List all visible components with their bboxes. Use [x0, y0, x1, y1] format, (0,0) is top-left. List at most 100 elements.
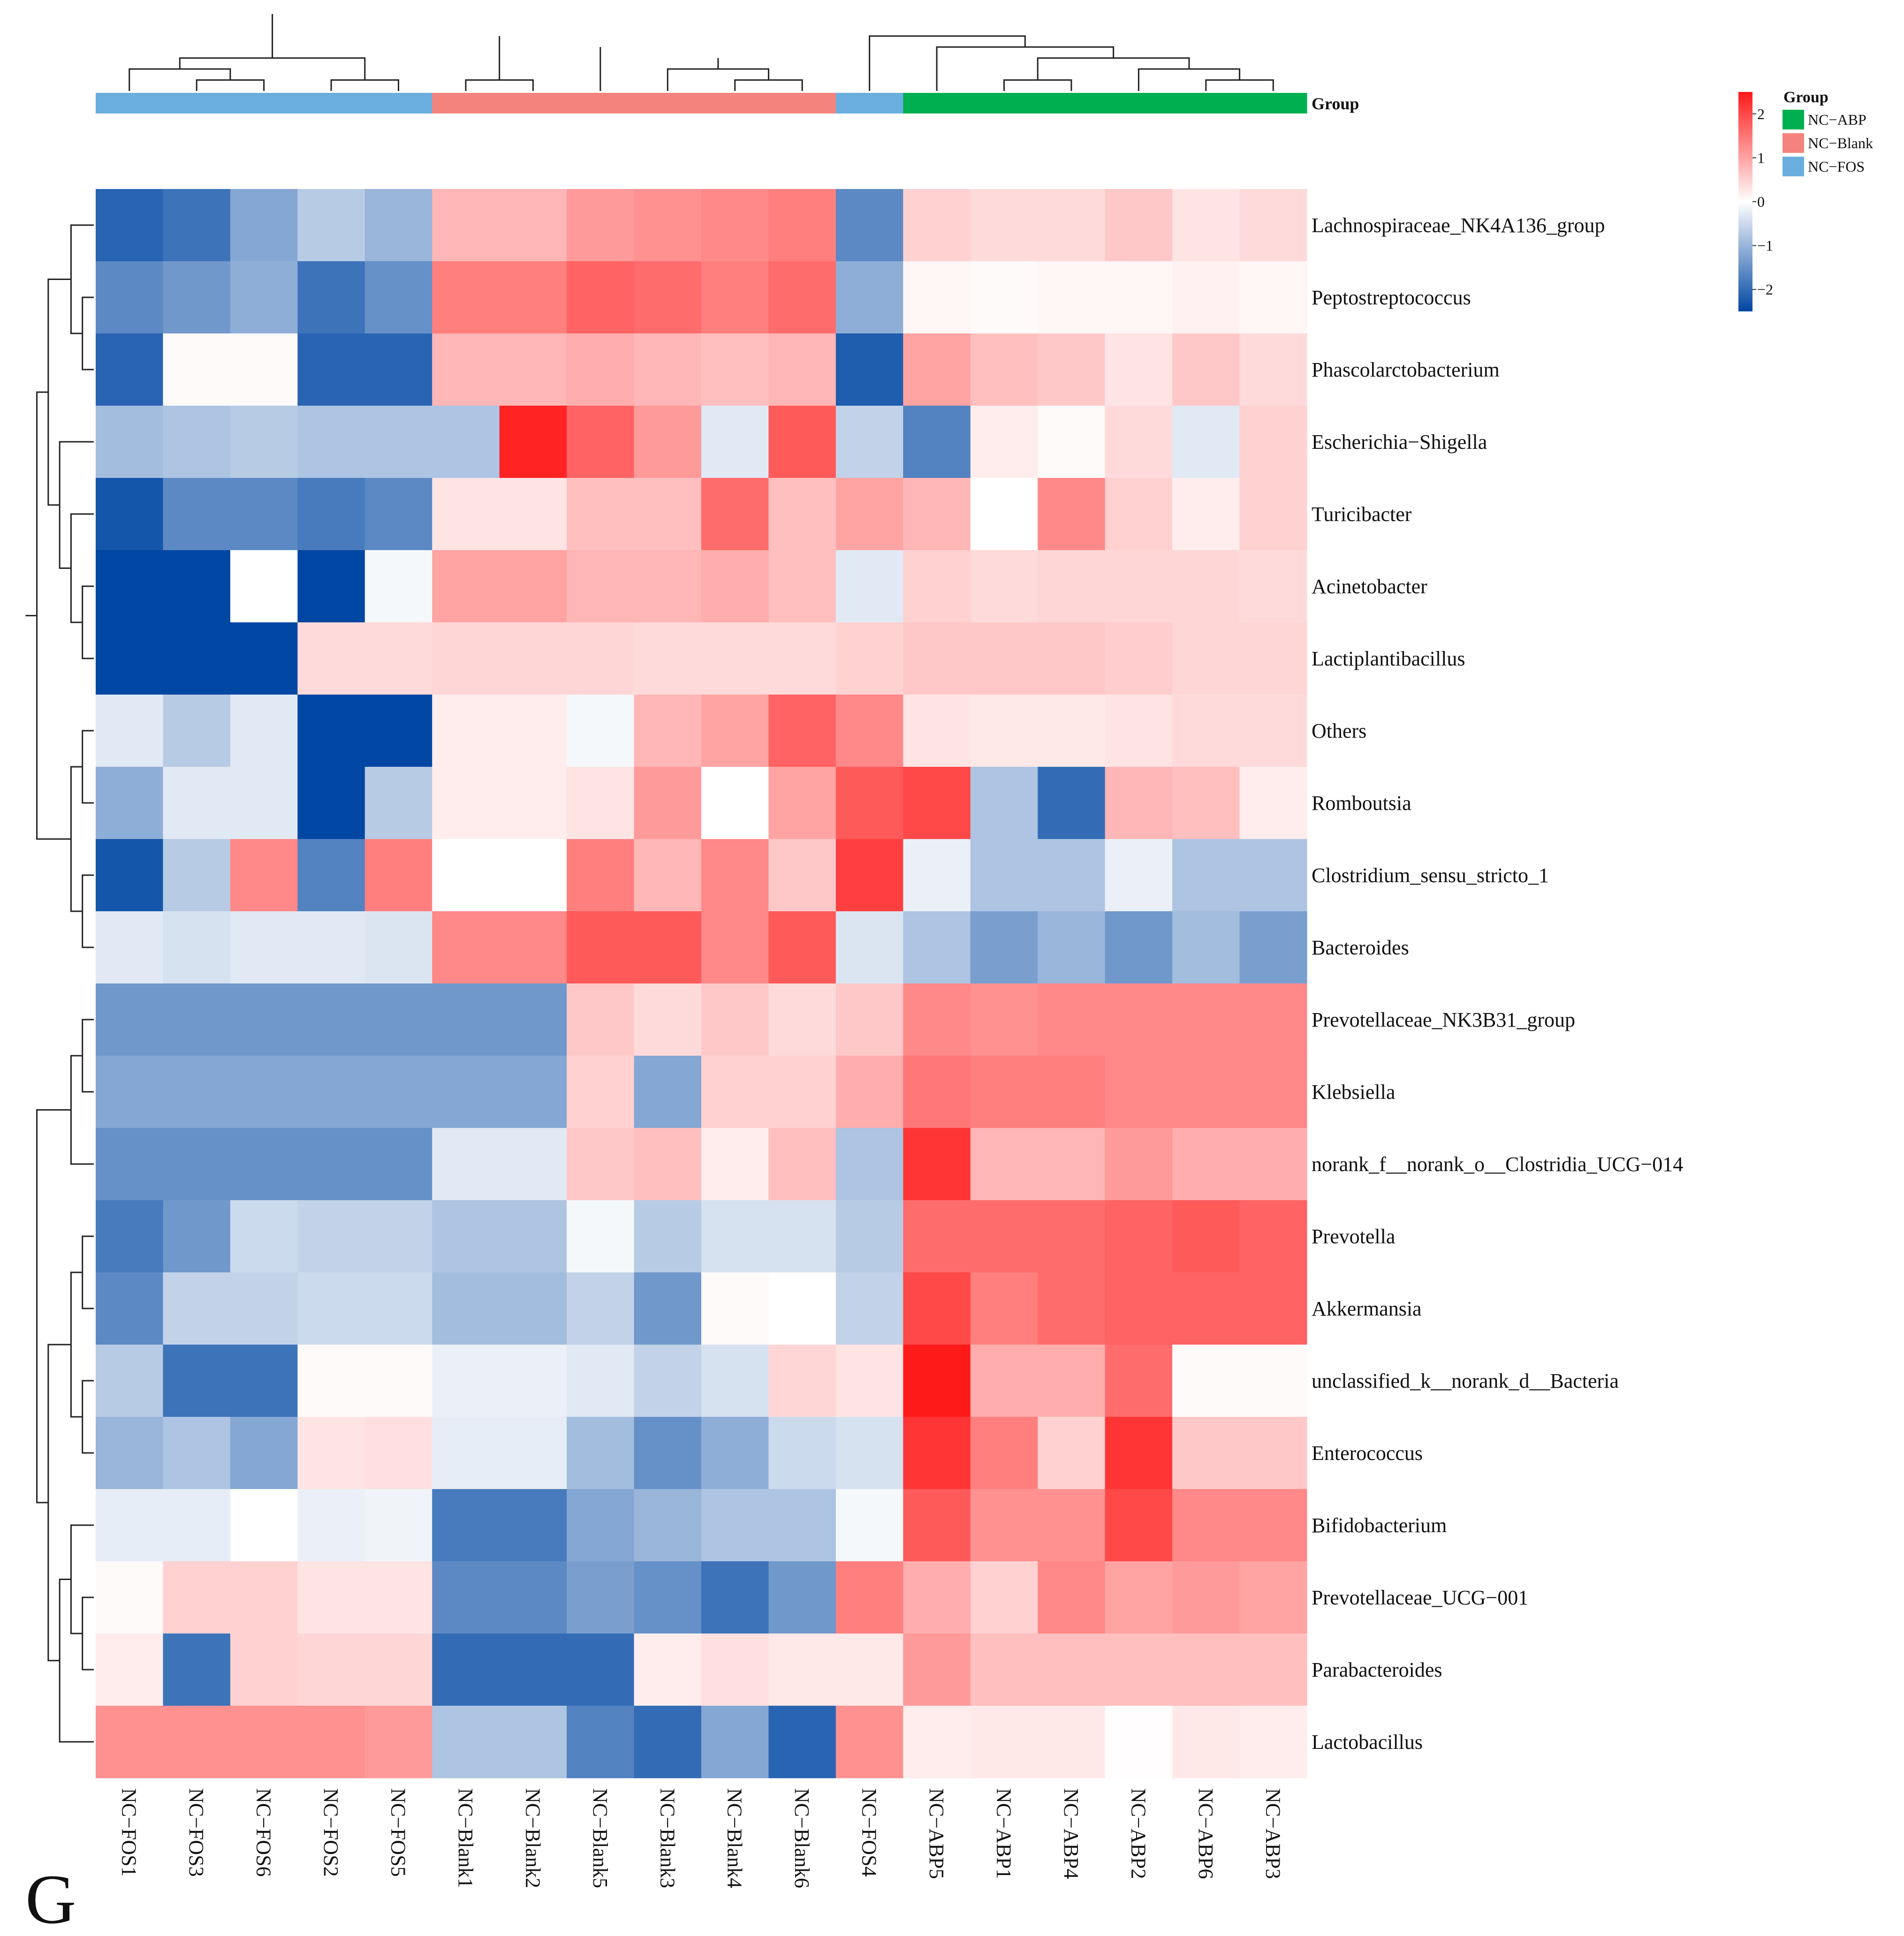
row-label: Prevotella — [1312, 1225, 1395, 1248]
heatmap-cell — [432, 1417, 500, 1490]
heatmap-cell — [634, 261, 702, 334]
heatmap-cell — [970, 767, 1038, 839]
heatmap-cell — [297, 1272, 365, 1345]
heatmap-cell — [835, 911, 903, 984]
color-scale-tick-label: 1 — [1757, 149, 1765, 166]
heatmap-cell — [634, 1706, 702, 1778]
heatmap-cell — [567, 1345, 635, 1417]
heatmap-cell — [364, 1345, 432, 1417]
heatmap-cell — [499, 1272, 567, 1345]
row-label: Akkermansia — [1312, 1297, 1422, 1320]
heatmap-cell — [835, 189, 903, 262]
heatmap-cell — [903, 478, 971, 551]
heatmap-cell — [96, 1634, 164, 1706]
heatmap-cell — [634, 478, 702, 551]
heatmap-cell — [567, 695, 635, 767]
heatmap-cell — [499, 1634, 567, 1706]
dendrogram-branch — [82, 730, 94, 804]
color-scale-tick-label: 0 — [1757, 193, 1765, 210]
heatmap-cell — [1172, 839, 1240, 912]
heatmap-cell — [1172, 406, 1240, 478]
heatmap-cell — [1239, 478, 1307, 551]
heatmap-cell — [701, 1272, 769, 1345]
dendrogram-branch — [82, 1596, 94, 1671]
row-dendrogram — [25, 225, 94, 1743]
heatmap-cell — [230, 911, 298, 984]
heatmap-cell — [96, 1128, 164, 1201]
column-label: NC−Blank5 — [589, 1788, 612, 1888]
heatmap-cell — [835, 1200, 903, 1273]
heatmap-cell — [1239, 1272, 1307, 1345]
dendrogram-branch — [82, 1380, 94, 1454]
dendrogram-branch — [734, 79, 803, 91]
group-bar-segment — [970, 93, 1038, 113]
dendrogram-branch — [465, 79, 534, 91]
heatmap-cell — [499, 550, 567, 623]
heatmap-cell — [96, 189, 164, 262]
group-bar-segment — [96, 93, 164, 113]
heatmap-cell — [1038, 695, 1106, 767]
color-scale-tick-label: −1 — [1757, 237, 1773, 254]
heatmap-cell — [634, 189, 702, 262]
column-label: NC−FOS2 — [319, 1788, 342, 1877]
heatmap-cell — [1105, 189, 1173, 262]
heatmap-cell — [835, 983, 903, 1056]
heatmap-cell — [163, 1417, 231, 1490]
heatmap-cell — [499, 1561, 567, 1634]
heatmap-cell — [499, 983, 567, 1056]
dendrogram-branch — [59, 1579, 94, 1743]
heatmap-cell — [835, 767, 903, 839]
heatmap-cell — [835, 1561, 903, 1634]
heatmap-cell — [1105, 911, 1173, 984]
heatmap-cell — [1239, 1561, 1307, 1634]
heatmap-cell — [163, 622, 231, 695]
heatmap-cell — [970, 189, 1038, 262]
heatmap-cell — [230, 333, 298, 406]
heatmap-cell — [1038, 261, 1106, 334]
heatmap-cell — [701, 1489, 769, 1562]
heatmap-cell — [567, 1417, 635, 1490]
heatmap-cell — [163, 189, 231, 262]
heatmap-cell — [1239, 1200, 1307, 1273]
group-bar-segment — [567, 93, 635, 113]
heatmap-cell — [835, 839, 903, 912]
heatmap-cell — [364, 1706, 432, 1778]
heatmap-cell — [567, 983, 635, 1056]
heatmap-cell — [1105, 1128, 1173, 1201]
column-label: NC−FOS6 — [252, 1788, 275, 1877]
heatmap-cell — [163, 1489, 231, 1562]
heatmap-cell — [1239, 333, 1307, 406]
group-legend-label: NC−ABP — [1808, 111, 1866, 128]
heatmap-cell — [432, 261, 500, 334]
heatmap-cell — [1105, 695, 1173, 767]
heatmap-cell — [634, 1200, 702, 1273]
heatmap-cell — [1038, 1561, 1106, 1634]
column-label: NC−Blank2 — [521, 1788, 544, 1888]
dendrogram-branch — [667, 68, 769, 91]
heatmap-cell — [96, 1489, 164, 1562]
heatmap-cell — [768, 1706, 836, 1778]
heatmap-cell — [364, 622, 432, 695]
heatmap-cell — [835, 550, 903, 623]
group-bar-segment — [701, 93, 769, 113]
heatmap-cell — [1172, 550, 1240, 623]
heatmap-cell — [1172, 478, 1240, 551]
heatmap-cell — [970, 1056, 1038, 1128]
column-label: NC−FOS1 — [118, 1788, 141, 1877]
heatmap-cell — [364, 1128, 432, 1201]
heatmap-cell — [96, 1345, 164, 1417]
heatmap-cell — [1105, 622, 1173, 695]
heatmap-cell — [96, 695, 164, 767]
heatmap-cell — [1239, 261, 1307, 334]
heatmap-cell — [297, 1634, 365, 1706]
heatmap-cell — [835, 1128, 903, 1201]
heatmap-cell — [903, 406, 971, 478]
heatmap-cell — [297, 189, 365, 262]
heatmap-cell — [1038, 767, 1106, 839]
heatmap-cell — [1172, 1489, 1240, 1562]
heatmap-cell — [1038, 550, 1106, 623]
heatmap-cell — [1038, 333, 1106, 406]
heatmap-cell — [297, 1056, 365, 1128]
heatmap-cell — [903, 695, 971, 767]
heatmap-cell — [230, 1561, 298, 1634]
